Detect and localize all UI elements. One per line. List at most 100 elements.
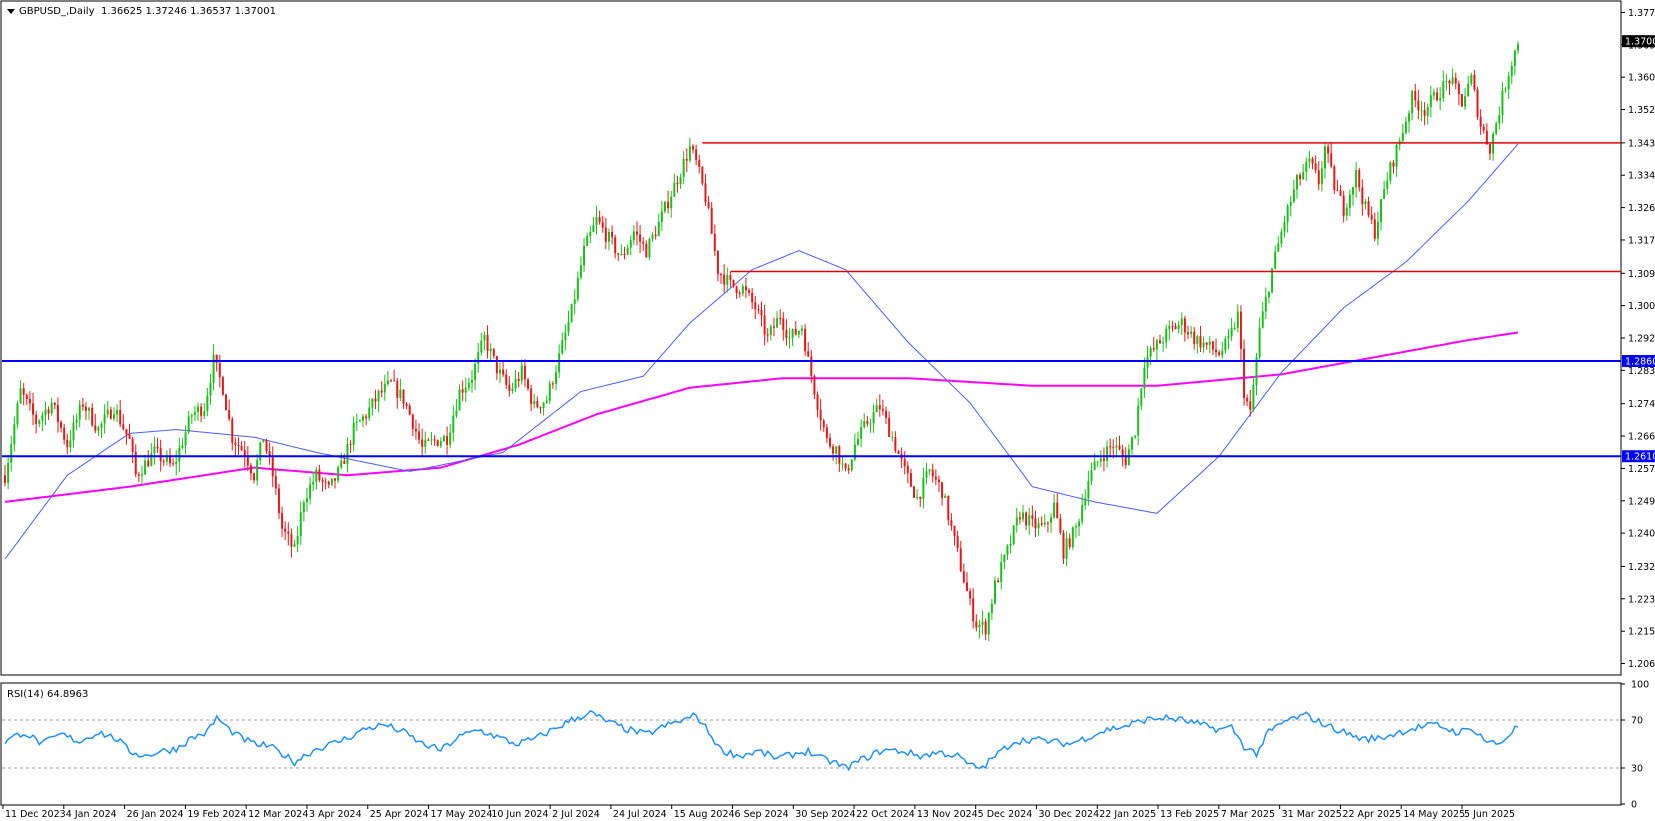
candle-body — [1227, 336, 1230, 339]
price-tick-label: 1.28355 — [1628, 366, 1655, 377]
candle-body — [1068, 538, 1071, 548]
candle-body — [1233, 327, 1236, 329]
candle-body — [972, 598, 975, 622]
candle-body — [1025, 512, 1028, 526]
candle-body — [474, 364, 477, 381]
candle-body — [228, 410, 231, 420]
candle-body — [281, 513, 284, 529]
rsi-label: RSI(14) 64.8963 — [7, 689, 88, 700]
candle-body — [832, 446, 835, 454]
candle-body — [1193, 331, 1196, 344]
candle-body — [853, 444, 856, 460]
candle-body — [399, 389, 402, 398]
candle-body — [1274, 251, 1277, 269]
candle-body — [315, 469, 318, 482]
candle-body — [993, 580, 996, 604]
price-tick-label: 1.22355 — [1628, 594, 1655, 605]
candle-body — [511, 388, 514, 391]
candle-body — [1376, 221, 1379, 239]
candle-body — [738, 293, 741, 295]
candle-body — [1439, 98, 1442, 101]
candle-body — [296, 536, 299, 545]
candle-body — [1436, 92, 1439, 101]
candle-body — [682, 158, 685, 177]
candle-body — [116, 409, 119, 415]
candle-body — [128, 434, 131, 439]
candle-body — [84, 406, 87, 411]
time-tick-label: 13 Feb 2025 — [1160, 809, 1219, 820]
candle-body — [822, 420, 825, 428]
rsi-tick-label: 30 — [1631, 764, 1643, 775]
candle-body — [850, 459, 853, 471]
candle-body — [225, 394, 228, 411]
candle-body — [1065, 538, 1068, 559]
candle-body — [941, 482, 944, 498]
candle-body — [1426, 107, 1429, 116]
candle-body — [1420, 110, 1423, 112]
candle-body — [660, 211, 663, 223]
candle-body — [442, 436, 445, 442]
symbol-dropdown-icon[interactable] — [7, 9, 15, 14]
candle-body — [470, 380, 473, 383]
candle-body — [483, 334, 486, 341]
candle-body — [88, 407, 91, 411]
candle-body — [103, 414, 106, 424]
candle-body — [1034, 518, 1037, 529]
candle-body — [1339, 190, 1342, 196]
candle-body — [1221, 350, 1224, 356]
candle-body — [1093, 461, 1096, 471]
candle-body — [679, 176, 682, 185]
candle-body — [277, 488, 280, 514]
candle-body — [439, 441, 442, 446]
candle-body — [215, 354, 218, 363]
candle-body — [461, 389, 464, 393]
candle-body — [772, 326, 775, 328]
price-tick-label: 1.30905 — [1628, 269, 1655, 280]
candle-body — [1513, 50, 1516, 66]
candle-body — [383, 384, 386, 393]
candle-body — [639, 234, 642, 242]
candle-body — [975, 621, 978, 628]
candle-body — [19, 388, 22, 404]
candle-body — [794, 328, 797, 335]
candle-body — [601, 222, 604, 228]
candle-body — [137, 474, 140, 476]
candle-body — [1059, 518, 1062, 533]
candle-body — [642, 241, 645, 244]
candle-body — [555, 372, 558, 384]
candle-body — [109, 409, 112, 419]
candle-body — [237, 444, 240, 446]
candle-body — [723, 274, 726, 285]
candle-body — [1367, 201, 1370, 216]
candle-body — [1040, 523, 1043, 525]
rsi-tick-label: 0 — [1631, 800, 1637, 811]
candle-body — [396, 380, 399, 398]
candle-body — [1015, 517, 1018, 526]
candle-body — [881, 409, 884, 411]
candle-body — [1342, 195, 1345, 216]
candle-body — [1373, 219, 1376, 239]
candle-body — [922, 477, 925, 499]
chart-header: GBPUSD_,Daily 1.36625 1.37246 1.36537 1.… — [7, 6, 276, 17]
candle-body — [607, 231, 610, 242]
candle-body — [1109, 446, 1112, 448]
candle-body — [1504, 89, 1507, 91]
candle-body — [1264, 297, 1267, 312]
candle-body — [1043, 522, 1046, 525]
candle-body — [579, 265, 582, 278]
candle-body — [259, 442, 262, 461]
candle-body — [1473, 74, 1476, 90]
candle-body — [748, 290, 751, 293]
time-tick-label: 11 Dec 2023 — [5, 809, 66, 820]
candle-body — [1236, 311, 1239, 328]
candle-body — [284, 528, 287, 532]
candle-body — [906, 466, 909, 474]
candle-body — [1258, 327, 1261, 358]
candle-body — [1071, 527, 1074, 548]
candle-body — [1121, 449, 1124, 456]
candle-body — [1292, 189, 1295, 202]
candle-body — [346, 443, 349, 464]
candle-body — [1006, 545, 1009, 555]
candle-body — [545, 400, 548, 403]
ohlc-values: 1.36625 1.37246 1.36537 1.37001 — [101, 6, 276, 17]
